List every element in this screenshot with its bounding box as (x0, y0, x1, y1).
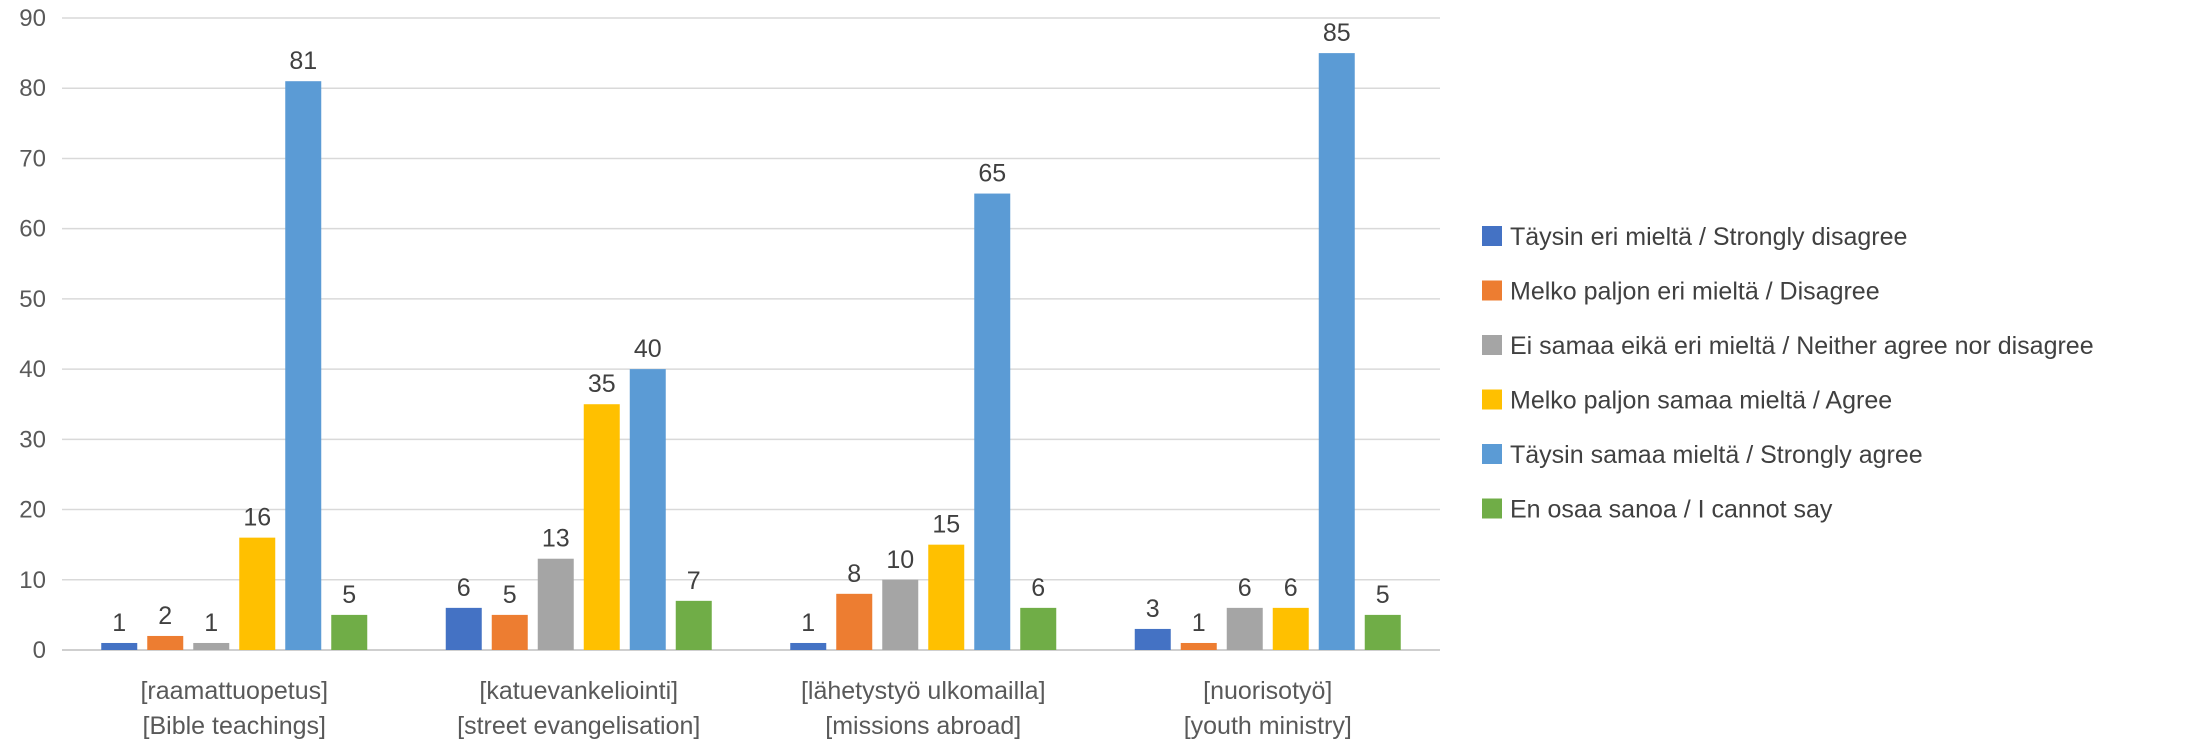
category-label: [raamattuopetus] (140, 677, 328, 705)
bar (1272, 607, 1309, 650)
legend-label: Melko paljon samaa mieltä / Agree (1510, 387, 1892, 415)
data-label: 81 (289, 47, 317, 75)
legend-swatch (1482, 389, 1502, 410)
bar (1134, 628, 1171, 650)
category-label: [youth ministry] (1184, 712, 1352, 740)
data-label: 7 (687, 567, 701, 595)
data-label: 13 (542, 525, 570, 553)
y-tick-label: 90 (19, 5, 46, 32)
bar (147, 635, 184, 650)
category-label: [nuorisotyö] (1203, 677, 1332, 705)
data-label: 5 (1376, 581, 1390, 609)
legend-swatch (1482, 444, 1502, 464)
data-label: 6 (1284, 574, 1298, 602)
legend-label: Melko paljon eri mieltä / Disagree (1510, 278, 1880, 306)
y-tick-label: 50 (19, 286, 46, 313)
data-label: 5 (503, 581, 517, 609)
data-label: 40 (634, 335, 662, 363)
data-label: 5 (342, 581, 356, 609)
data-label: 1 (204, 609, 218, 637)
bar (1180, 642, 1217, 650)
bar (882, 579, 919, 650)
y-tick-label: 70 (19, 145, 46, 172)
data-label: 35 (588, 370, 616, 398)
y-axis-ticks: 0 10 20 30 40 50 60 70 80 90 (19, 5, 46, 664)
legend-swatch (1482, 498, 1502, 519)
data-label: 15 (932, 511, 960, 539)
data-label: 6 (1031, 574, 1045, 602)
bar (675, 600, 712, 650)
legend-swatch (1482, 226, 1502, 246)
data-label: 16 (243, 504, 271, 532)
bar (1020, 607, 1057, 650)
bar (836, 593, 873, 650)
legend-swatch (1482, 335, 1502, 355)
x-axis-categories: [raamattuopetus] [Bible teachings] [katuev… (140, 677, 1351, 740)
bars (101, 53, 1401, 651)
data-label: 2 (158, 602, 172, 630)
category-label: [street evangelisation] (457, 712, 700, 740)
bar (537, 558, 574, 650)
bar (583, 404, 620, 650)
bar (1364, 614, 1401, 650)
data-label: 85 (1323, 19, 1351, 47)
data-label: 1 (112, 609, 126, 637)
bar (239, 537, 276, 650)
bar (1318, 53, 1355, 651)
bar (974, 193, 1011, 651)
category-label: [katuevankeliointi] (479, 677, 678, 705)
y-tick-label: 0 (33, 637, 46, 664)
bar (101, 642, 138, 650)
legend-label: Täysin eri mieltä / Strongly disagree (1510, 223, 1907, 251)
data-label: 10 (886, 546, 914, 574)
data-label: 6 (457, 574, 471, 602)
bar (928, 544, 965, 650)
bar (193, 642, 230, 650)
legend-swatch (1482, 280, 1502, 301)
data-label: 6 (1238, 574, 1252, 602)
bar (790, 642, 827, 650)
data-label: 1 (801, 609, 815, 637)
legend: Täysin eri mieltä / Strongly disagree Mel… (1482, 223, 2094, 524)
category-label: [lähetystyö ulkomailla] (801, 677, 1046, 705)
y-tick-label: 20 (19, 497, 46, 524)
bar (285, 81, 322, 650)
category-label: [missions abroad] (825, 712, 1021, 740)
data-label: 1 (1192, 609, 1206, 637)
category-label: [Bible teachings] (143, 712, 326, 740)
legend-label: Ei samaa eikä eri mieltä / Neither agree… (1510, 332, 2094, 360)
bar (491, 614, 528, 650)
bar (629, 369, 666, 650)
data-label: 8 (847, 560, 861, 588)
data-label: 3 (1146, 595, 1160, 623)
y-tick-label: 80 (19, 75, 46, 102)
legend-label: Täysin samaa mieltä / Strongly agree (1510, 441, 1923, 469)
bar (445, 607, 482, 650)
bar (1226, 607, 1263, 650)
data-label: 65 (978, 160, 1006, 188)
legend-label: En osaa sanoa / I cannot say (1510, 496, 1833, 524)
y-tick-label: 60 (19, 216, 46, 243)
y-tick-label: 30 (19, 426, 46, 453)
bar (331, 614, 368, 650)
y-tick-label: 10 (19, 567, 46, 594)
y-tick-label: 40 (19, 356, 46, 383)
